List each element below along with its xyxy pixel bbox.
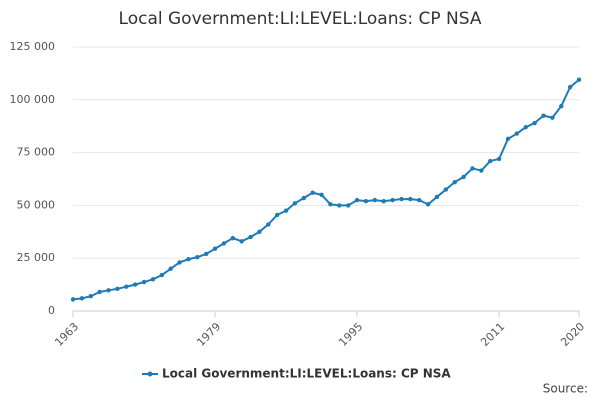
point bbox=[186, 257, 191, 262]
point bbox=[408, 196, 413, 202]
point bbox=[168, 266, 173, 271]
point bbox=[150, 277, 156, 282]
point bbox=[541, 113, 546, 118]
point bbox=[488, 158, 493, 164]
point bbox=[496, 156, 502, 162]
point bbox=[390, 197, 395, 203]
point bbox=[230, 235, 235, 241]
point bbox=[115, 286, 120, 292]
point bbox=[274, 212, 280, 218]
x-tick-label: 2020 bbox=[558, 320, 587, 349]
chart-title: Local Government:LI:LEVEL:Loans: CP NSA bbox=[119, 9, 482, 29]
point bbox=[266, 222, 271, 227]
point bbox=[576, 77, 582, 82]
point bbox=[354, 197, 360, 203]
legend-label: Local Government:LI:LEVEL:Loans: CP NSA bbox=[162, 367, 451, 381]
point bbox=[257, 229, 262, 234]
point bbox=[345, 203, 351, 208]
y-tick-label: 125 000 bbox=[10, 40, 56, 53]
point bbox=[239, 239, 244, 244]
point bbox=[301, 195, 307, 201]
y-tick-label: 25 000 bbox=[17, 251, 56, 264]
point bbox=[177, 260, 182, 265]
legend-marker bbox=[147, 371, 153, 377]
point bbox=[363, 198, 369, 204]
point bbox=[328, 202, 333, 207]
point bbox=[425, 202, 431, 207]
point bbox=[381, 198, 386, 204]
point bbox=[88, 294, 93, 299]
y-tick-label: 50 000 bbox=[17, 198, 56, 211]
point bbox=[523, 125, 528, 130]
point bbox=[372, 197, 378, 203]
point bbox=[310, 190, 315, 195]
point bbox=[70, 297, 76, 302]
point bbox=[567, 84, 573, 90]
y-tick-label: 75 000 bbox=[17, 146, 56, 159]
source: Source: bbox=[543, 382, 588, 396]
point bbox=[434, 194, 440, 200]
point bbox=[212, 246, 218, 251]
point bbox=[532, 120, 537, 126]
point bbox=[283, 208, 289, 213]
point bbox=[106, 288, 111, 293]
point bbox=[248, 234, 253, 240]
point bbox=[505, 136, 511, 142]
x-tick-label: 1963 bbox=[52, 320, 81, 349]
point bbox=[221, 241, 227, 246]
point bbox=[337, 203, 342, 208]
point bbox=[470, 166, 475, 171]
point bbox=[319, 192, 324, 198]
point bbox=[195, 254, 200, 260]
x-tick-label: 1995 bbox=[336, 320, 365, 349]
point bbox=[559, 103, 564, 109]
point bbox=[159, 272, 164, 278]
point bbox=[514, 131, 520, 136]
point bbox=[417, 197, 422, 203]
series-line bbox=[72, 78, 580, 301]
point bbox=[479, 168, 484, 173]
point bbox=[141, 279, 147, 285]
point bbox=[550, 115, 555, 120]
point bbox=[399, 196, 404, 202]
point bbox=[461, 174, 466, 180]
x-tick-label: 2011 bbox=[478, 320, 507, 349]
point bbox=[132, 282, 138, 287]
y-tick-label: 100 000 bbox=[10, 93, 56, 106]
point bbox=[292, 201, 298, 206]
point bbox=[79, 296, 85, 301]
point bbox=[443, 187, 449, 192]
y-tick-label: 0 bbox=[48, 304, 55, 317]
point bbox=[124, 284, 129, 289]
point bbox=[203, 251, 209, 257]
point bbox=[97, 289, 102, 295]
point bbox=[452, 179, 457, 185]
x-tick-label: 1979 bbox=[194, 320, 223, 349]
